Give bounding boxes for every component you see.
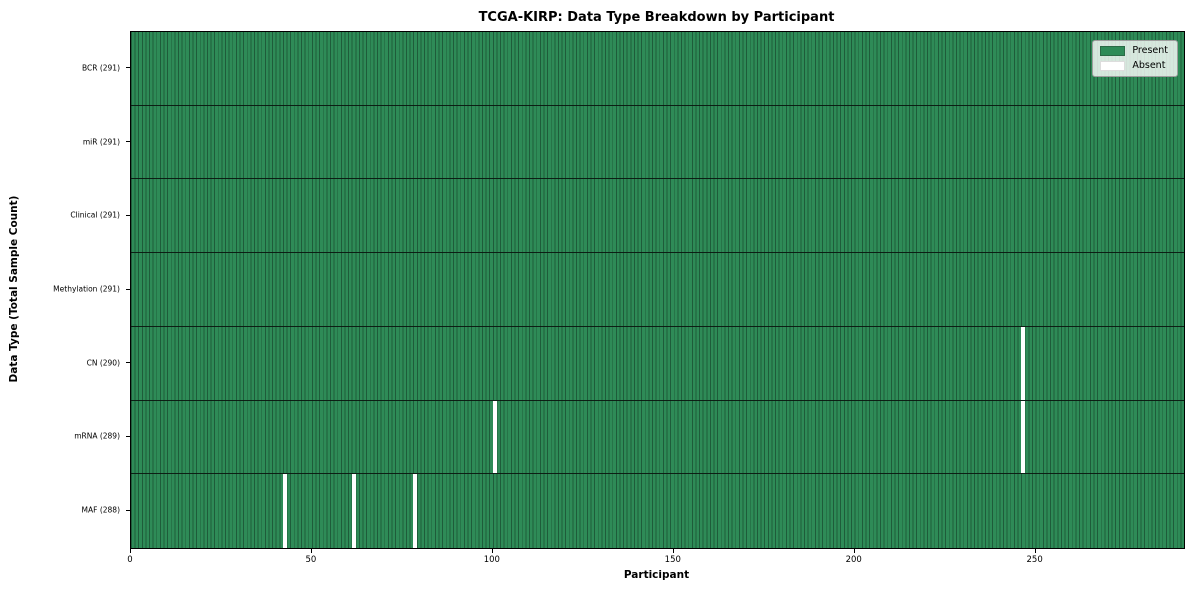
x-axis-label: Participant — [623, 569, 690, 581]
y-tick-label: Methylation (291) — [53, 284, 120, 294]
y-tick-mark — [126, 214, 130, 216]
datatype-row-maf — [131, 474, 1184, 548]
datatype-row-clinical — [131, 179, 1184, 254]
y-tick-mark — [126, 141, 130, 143]
legend: Present Absent — [1092, 40, 1178, 77]
datatype-row-methylation — [131, 253, 1184, 327]
x-tick-label: 200 — [845, 555, 862, 565]
x-tick-mark — [672, 549, 674, 553]
legend-item-absent: Absent — [1100, 61, 1168, 71]
x-tick-label: 250 — [1026, 555, 1043, 565]
x-tick-label: 150 — [664, 555, 681, 565]
absent-bar — [1021, 326, 1026, 400]
datatype-row-mrna — [131, 400, 1184, 475]
datatype-row-cn — [131, 326, 1184, 401]
chart-title: TCGA-KIRP: Data Type Breakdown by Partic… — [478, 10, 835, 25]
y-tick-label: miR (291) — [82, 137, 120, 147]
x-tick-mark — [1034, 549, 1036, 553]
legend-item-present: Present — [1100, 46, 1168, 56]
x-tick-label: 0 — [127, 555, 133, 565]
legend-label: Absent — [1132, 60, 1166, 72]
x-tick-mark — [491, 549, 493, 553]
x-tick-mark — [130, 549, 131, 553]
y-tick-mark — [126, 509, 130, 511]
y-tick-label: MAF (288) — [81, 505, 120, 515]
legend-swatch-absent — [1100, 61, 1126, 71]
y-tick-label: Clinical (291) — [70, 210, 120, 220]
y-tick-mark — [126, 67, 130, 69]
legend-swatch-present — [1100, 46, 1126, 56]
x-tick-label: 100 — [483, 555, 500, 565]
y-tick-label: BCR (291) — [81, 63, 120, 73]
datatype-row-mir — [131, 105, 1184, 180]
y-tick-label: mRNA (289) — [74, 431, 120, 441]
y-tick-mark — [126, 288, 130, 290]
x-tick-mark — [853, 549, 855, 553]
y-tick-mark — [126, 435, 130, 437]
absent-bar — [351, 474, 356, 548]
x-tick-label: 50 — [305, 555, 317, 565]
x-tick-mark — [310, 549, 312, 553]
absent-bar — [413, 474, 418, 548]
y-tick-mark — [126, 362, 130, 364]
absent-bar — [282, 474, 288, 548]
plot-area: Present Absent — [130, 31, 1185, 549]
datatype-row-bcr — [131, 32, 1184, 106]
absent-bar — [1021, 400, 1026, 474]
legend-label: Present — [1132, 45, 1168, 57]
absent-bar — [492, 400, 498, 474]
y-tick-label: CN (290) — [86, 358, 120, 368]
